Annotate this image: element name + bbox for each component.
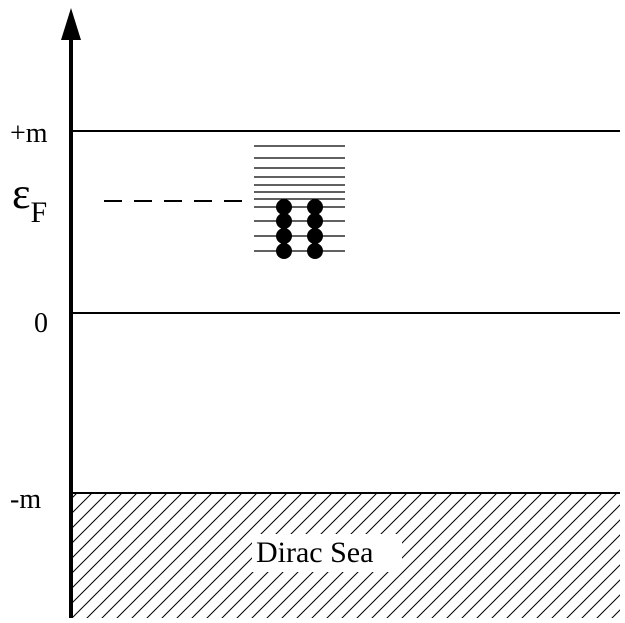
occupied-state-dot: [276, 243, 292, 259]
occupied-state-dot: [307, 213, 323, 229]
energy-axis-arrowhead: [61, 8, 81, 40]
occupied-state-dot: [276, 199, 292, 215]
occupied-state-dot: [307, 199, 323, 215]
zero-label: 0: [34, 308, 48, 339]
dirac-sea-label: Dirac Sea: [256, 536, 373, 569]
minus-m-label: -m: [10, 484, 41, 515]
fermi-energy-subscript: F: [30, 196, 47, 229]
plus-m-label: +m: [10, 118, 48, 149]
occupied-states: [276, 199, 323, 259]
occupied-state-dot: [276, 213, 292, 229]
occupied-state-dot: [307, 243, 323, 259]
dirac-sea-label-background: [252, 534, 402, 572]
occupied-state-dot: [307, 228, 323, 244]
fermi-energy-symbol: ε: [12, 169, 30, 218]
fermi-energy-label: εF: [12, 169, 47, 229]
bound-state-levels: [254, 145, 345, 252]
occupied-state-dot: [276, 228, 292, 244]
